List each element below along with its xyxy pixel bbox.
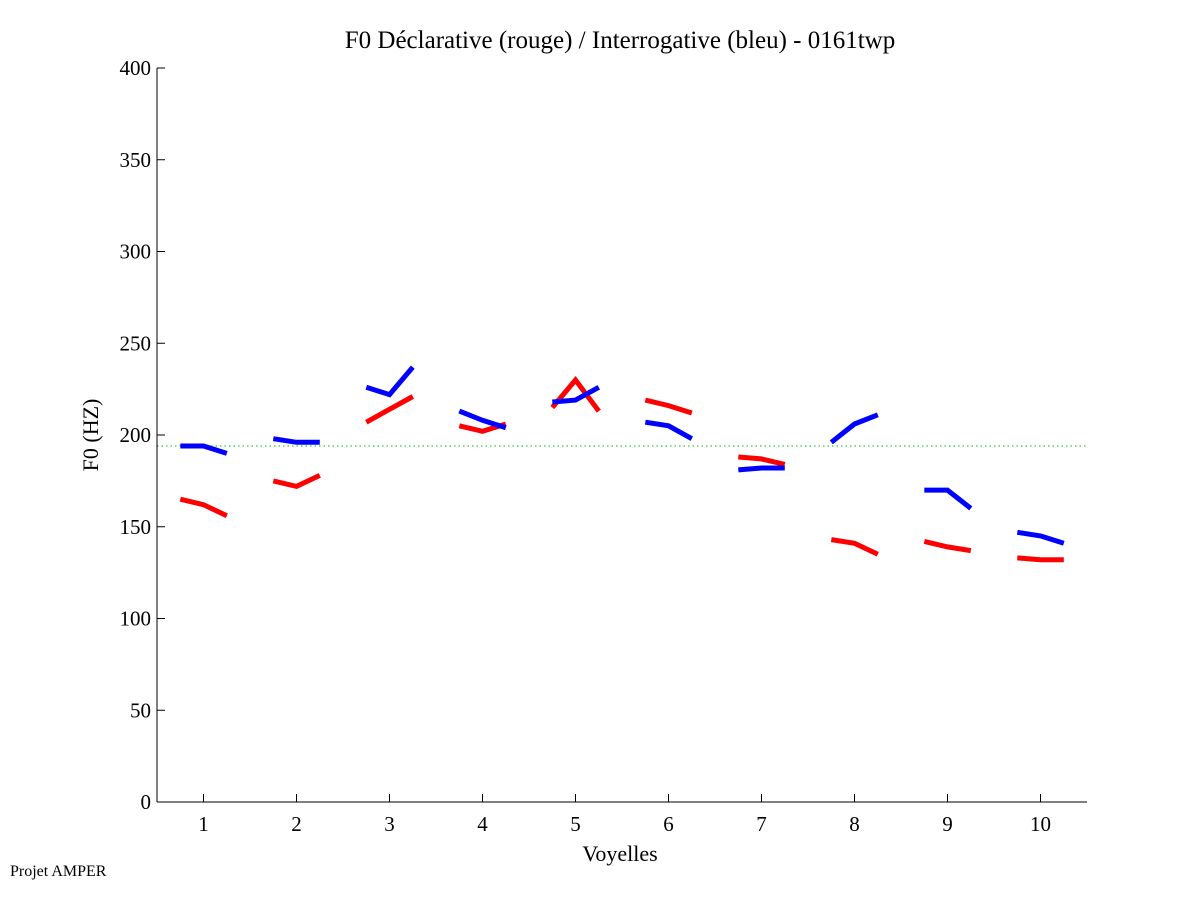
y-tick-label: 0 <box>141 790 152 814</box>
x-tick-label: 4 <box>477 812 488 836</box>
y-tick-label: 200 <box>120 423 152 447</box>
series-segment <box>552 385 601 405</box>
series-segment <box>644 397 693 416</box>
series-layer <box>179 365 1065 563</box>
series-segment <box>738 465 785 473</box>
y-tick-label: 150 <box>120 515 152 539</box>
series-segment <box>550 375 601 413</box>
footer-credit: Projet AMPER <box>10 863 107 880</box>
y-tick-label: 250 <box>120 331 152 355</box>
series-segment <box>272 436 320 445</box>
series-segment <box>179 496 228 518</box>
y-tick-label: 300 <box>120 240 152 264</box>
y-tick-label: 400 <box>120 56 152 80</box>
series-segment <box>738 454 786 467</box>
x-tick-label: 3 <box>384 812 395 836</box>
series-segment <box>830 537 879 557</box>
series-segment <box>272 473 321 490</box>
x-tick-label: 6 <box>663 812 674 836</box>
x-tick-label: 8 <box>849 812 860 836</box>
x-tick-label: 9 <box>942 812 953 836</box>
series-segment <box>644 419 694 441</box>
y-axis-label: F0 (HZ) <box>78 399 103 472</box>
series-interrogative <box>180 365 1065 546</box>
x-axis-label: Voyelles <box>582 841 657 866</box>
y-tick-label: 100 <box>120 607 152 631</box>
x-tick-label: 2 <box>291 812 302 836</box>
x-tick-label: 1 <box>198 812 209 836</box>
axes: 0 50 100 150 200 250 300 350 400 1 2 3 4 5 6 7 8 9 10 <box>120 56 1087 836</box>
series-segment <box>365 394 415 425</box>
series-segment <box>365 365 415 398</box>
y-tick-label: 350 <box>120 148 152 172</box>
series-segment <box>1017 555 1064 563</box>
chart-title: F0 Déclarative (rouge) / Interrogative (… <box>345 27 896 54</box>
series-declarative <box>179 375 1064 563</box>
series-segment <box>1016 529 1065 546</box>
series-segment <box>924 487 973 511</box>
series-segment <box>180 443 228 456</box>
series-segment <box>923 538 972 554</box>
y-tick-label: 50 <box>130 698 151 722</box>
series-segment <box>458 408 507 431</box>
x-tick-label: 10 <box>1030 812 1051 836</box>
x-tick-label: 5 <box>570 812 581 836</box>
x-tick-label: 7 <box>756 812 767 836</box>
series-segment <box>829 412 879 445</box>
